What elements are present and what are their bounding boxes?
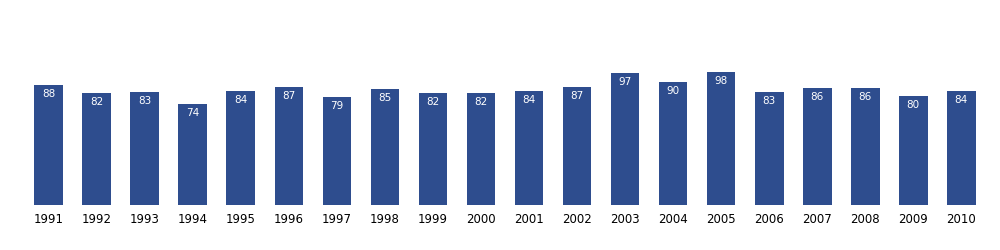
Text: 85: 85 (378, 93, 392, 103)
Bar (130, 92, 159, 205)
Text: 83: 83 (138, 96, 151, 106)
Text: 82: 82 (474, 98, 488, 108)
Bar (707, 72, 735, 205)
Text: 84: 84 (955, 95, 968, 105)
Bar (178, 104, 207, 205)
Bar (371, 89, 399, 205)
Bar (563, 86, 591, 205)
Text: 84: 84 (522, 95, 536, 105)
Bar (34, 85, 63, 205)
Bar (515, 90, 543, 205)
Text: 97: 97 (618, 77, 632, 87)
Bar (899, 96, 928, 205)
Bar (467, 93, 495, 205)
Text: 90: 90 (667, 86, 680, 97)
Bar (323, 98, 351, 205)
Bar (226, 90, 255, 205)
Bar (851, 88, 880, 205)
Text: 87: 87 (570, 90, 584, 101)
Text: 80: 80 (907, 100, 920, 110)
Text: 86: 86 (859, 92, 872, 102)
Text: 87: 87 (282, 90, 296, 101)
Bar (803, 88, 832, 205)
Text: 88: 88 (42, 89, 55, 99)
Bar (755, 92, 784, 205)
Text: 79: 79 (330, 102, 344, 112)
Text: 83: 83 (762, 96, 776, 106)
Bar (947, 90, 976, 205)
Bar (611, 73, 639, 205)
Text: 84: 84 (234, 95, 248, 105)
Text: 82: 82 (426, 98, 440, 108)
Text: 82: 82 (90, 98, 103, 108)
Text: 74: 74 (186, 108, 199, 118)
Bar (275, 86, 303, 205)
Bar (419, 93, 447, 205)
Bar (659, 82, 687, 205)
Bar (82, 93, 111, 205)
Text: 98: 98 (714, 76, 728, 86)
Text: 86: 86 (811, 92, 824, 102)
